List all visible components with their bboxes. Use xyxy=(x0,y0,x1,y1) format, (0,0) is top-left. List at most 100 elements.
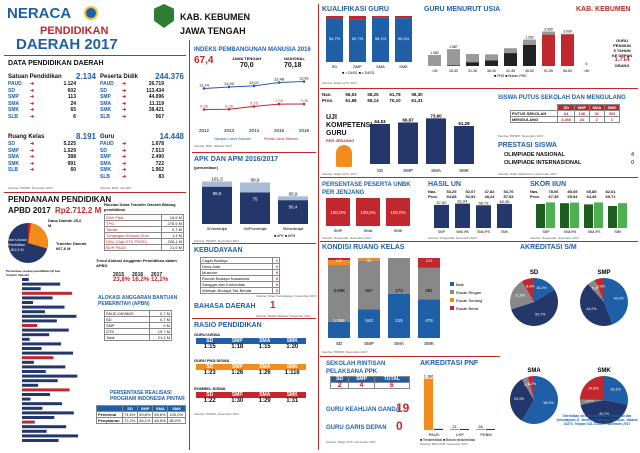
usia-pns-bar xyxy=(542,34,555,66)
summary-row: SMA ➜ 11.119 xyxy=(100,101,184,108)
kondisi-label-berat: 142 xyxy=(336,258,343,263)
hls-point xyxy=(277,81,281,84)
trend-table: 2015 2016 2017 23,8% 16,2% 12,2% xyxy=(112,272,169,284)
kondisi-label-baik: 543 xyxy=(365,318,373,323)
persentase-bar xyxy=(22,301,34,304)
akreditasi-pie-slice xyxy=(510,379,534,421)
kondisi-label-ringan: 391 xyxy=(425,288,433,293)
rkelas-total: 8.191 xyxy=(75,132,96,141)
putus-value: 24 xyxy=(573,116,590,123)
rkelas-header: Ruang Kelas 8.191 xyxy=(8,133,96,141)
rls-point xyxy=(277,102,281,106)
persentase-bar xyxy=(22,310,45,314)
akreditasi-pie-slice xyxy=(604,376,628,405)
akreditasi-pie-slice xyxy=(580,400,628,425)
pensiun-note-3: 5 TAHUN xyxy=(613,48,631,53)
summary-row: SLB ➜ 83 xyxy=(100,174,184,181)
prestasi-label: OLIMPIADE NASIONAL xyxy=(504,152,565,158)
unbk-category: SMK xyxy=(394,228,403,233)
akreditasi-pie-label: 44,2% xyxy=(614,296,625,300)
garis-value: 0 xyxy=(396,419,403,433)
usia-bukan-bar xyxy=(504,48,517,54)
rasio-value: 1:26 xyxy=(258,370,271,376)
summary-row: SD ➜ 5.225 xyxy=(8,141,96,148)
putus-value: 2 xyxy=(588,116,605,123)
iiun-bar-2016 xyxy=(608,206,617,228)
usia-legend: ■ PNS ■ Bukan PNS xyxy=(494,74,527,78)
page-header: NERACA PENDIDIKAN DAERAH 2017 xyxy=(4,3,154,53)
apk-source: Sumber: PDSPK, November 2017 xyxy=(194,239,240,243)
akreditasi-pie-slice xyxy=(522,376,558,424)
unbk-bar xyxy=(386,198,410,226)
summary-row-label: SMP xyxy=(8,94,19,100)
hls-point xyxy=(302,80,306,83)
uji-header-value: 58,25 xyxy=(367,92,379,97)
guru-rows: PAUD ➜ 1.678 SD ➜ 7.513 SMP ➜ 2.490 SMA ➜ 722 SMK ➜ 1.… xyxy=(100,141,184,180)
apk-label: 101,3 xyxy=(211,176,223,181)
satuan-label: Satuan Pendidikan xyxy=(8,74,62,80)
pensiun-note-5: ORANG xyxy=(614,63,630,68)
table-row: DAU (Gaji GTK PNSD) 326,1 M xyxy=(103,238,184,245)
kebudayaan-label: Warisan Budaya Tak Benda xyxy=(200,287,273,294)
pnf-label: 26 xyxy=(478,424,483,429)
kualifikasi-layak-bar xyxy=(349,19,366,62)
usia-category: 31-35 xyxy=(468,69,477,73)
realisasi-value: 100,0% xyxy=(167,411,186,418)
table-row: Penerima 74,6% 59,8% 55,6% 100,0% xyxy=(96,411,186,418)
rincian-label: BOP PAUD xyxy=(103,244,163,251)
rasio-value: 1:29 xyxy=(258,398,271,404)
ppk-table: SD SMP TOTAL 2 4 6 xyxy=(329,376,411,389)
summary-row: SMP ➜ 2.490 xyxy=(100,154,184,161)
persentase-bar xyxy=(22,324,38,327)
rasio-pns-label: GURU PNS:SISWA xyxy=(194,358,230,363)
realisasi-value: 46,1% xyxy=(137,417,154,424)
kondisi-segment xyxy=(328,265,350,322)
persentase-bar xyxy=(22,402,62,406)
uji-label: 64,53 xyxy=(374,119,386,124)
rasio-head: SMK xyxy=(286,392,298,398)
rincian-title: Rincian Dana Transfer Daerah Bidang pend… xyxy=(104,202,176,212)
summary-row-label: SMK xyxy=(100,167,112,173)
iiun-bar-2017 xyxy=(594,202,603,228)
persentase-bar xyxy=(22,347,42,350)
uji-header-value: 61,78 xyxy=(389,92,401,97)
region-kab: KAB. KEBUMEN xyxy=(180,12,251,22)
pie-slice-transfer xyxy=(28,223,48,249)
uji-title-3: GURU xyxy=(326,130,347,137)
akreditasi-pie-charts: 16,3% 53,7% 21,6% 8,4% SD 44,2% 44,2% 5,3%6,3% S… xyxy=(510,270,628,425)
summary-row-label: SD xyxy=(8,87,15,94)
arrow-icon: ➜ xyxy=(30,160,35,167)
peserta-didik-block: Peserta Didik 244.376 PAUD ➜ 26.719 SD ➜ 113.4… xyxy=(100,73,184,120)
trend-year: 2017 xyxy=(151,272,163,278)
summary-row: SLB ➜ 6 xyxy=(8,114,96,121)
score-row-value: 67,35 xyxy=(548,194,559,199)
summary-row-value: 2.490 xyxy=(151,154,164,160)
iiun-bar-2016 xyxy=(584,204,593,228)
summary-row: PAUD ➜ 1.678 xyxy=(100,141,184,148)
hasil-un-category: SMA IPS xyxy=(477,230,490,234)
uji-bar xyxy=(426,118,446,164)
pensiun-note: GURU PENSIUN 5 TAHUN KE DEPAN 1.714 ORAN… xyxy=(606,38,638,68)
summary-row-value: 5.225 xyxy=(63,141,76,147)
unbk-category: SMP xyxy=(334,228,343,233)
hasil-un-header: Nas. 54,25 52,07 47,82 53,76 Prov. 54,68 52,92 4… xyxy=(428,189,518,199)
score-row-value: 65,94 xyxy=(567,194,578,199)
logo-kemdikbud-icon xyxy=(84,6,98,20)
summary-row-label: SMA xyxy=(100,160,112,167)
rincian-table: DAK Fisik 10,6 M TPG 276,5 M Tamsil 0,7 M Tunj… xyxy=(103,214,184,251)
usia-label: 3.099 xyxy=(563,30,572,34)
uji-category: SMA xyxy=(431,168,441,173)
source-2: Sumber: BPS, Juli 2017 xyxy=(100,186,132,190)
unbk-bar-chart: 100,0% SMP 100,0% SMA 100,0% SMK xyxy=(326,198,410,233)
iiun-category: SMA IPS xyxy=(588,230,601,234)
uji-header-value: Nas. xyxy=(322,92,332,97)
summary-row: SD ➜ 602 xyxy=(8,88,96,95)
hls-label: 11,74 xyxy=(199,82,209,87)
pnf-belum-bar xyxy=(476,428,485,430)
summary-row-value: 1.962 xyxy=(151,167,164,173)
akreditasi-pie-title: SD xyxy=(530,270,539,276)
uji-header-value: 61,88 xyxy=(345,98,357,103)
kualifikasi-category: SD xyxy=(332,64,338,69)
summary-row: SMA ➜ 722 xyxy=(100,161,184,168)
pendanaan-title: PENDANAAN PENDIDIKAN xyxy=(8,195,112,204)
